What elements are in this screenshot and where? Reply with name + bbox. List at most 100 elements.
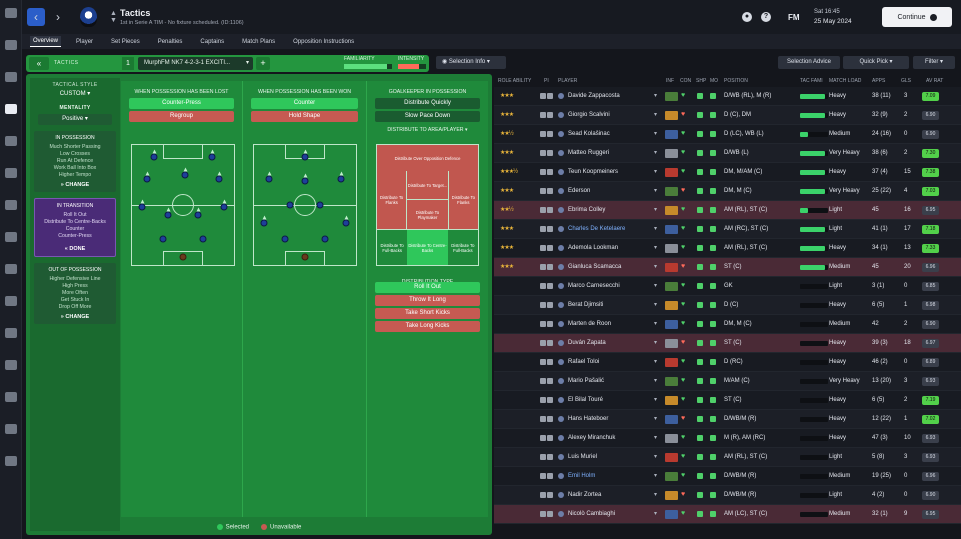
chevron-down-icon[interactable]: ▾ <box>654 302 658 308</box>
pi-icon[interactable] <box>547 112 553 118</box>
distribute-quickly-button[interactable]: Distribute Quickly <box>375 98 480 109</box>
col-player[interactable]: PLAYER <box>558 78 578 84</box>
pi-icon[interactable] <box>547 93 553 99</box>
zone-flanks-right[interactable]: Distribute To Flanks <box>447 171 478 229</box>
player-name[interactable]: Berat Djimsiti <box>568 302 604 308</box>
chevron-down-icon[interactable]: ▾ <box>654 492 658 498</box>
role-icon[interactable] <box>540 397 546 403</box>
role-icon[interactable] <box>540 131 546 137</box>
player-name[interactable]: Emil Holm <box>568 473 596 479</box>
zone-target[interactable]: Distribute To Target... <box>407 171 448 201</box>
table-row[interactable]: ★★★ Gianluca Scamacca ▾ ♥ ST (C) Medium 45 20 6.… <box>494 258 961 277</box>
counter-button[interactable]: Counter <box>251 98 358 109</box>
zone-over-defence[interactable]: Distribute Over Opposition Defence <box>377 145 478 172</box>
schedule-icon[interactable] <box>4 200 17 210</box>
role-icon[interactable] <box>540 264 546 270</box>
medical-icon[interactable] <box>4 264 17 274</box>
pi-icon[interactable] <box>547 511 553 517</box>
col-av-rat[interactable]: AV RAT <box>926 78 944 84</box>
chevron-down-icon[interactable]: ▾ <box>654 169 658 175</box>
scouting-icon[interactable] <box>4 328 17 338</box>
player-name[interactable]: Alexey Miranchuk <box>568 435 616 441</box>
club-icon[interactable] <box>4 360 17 370</box>
club-badge[interactable] <box>80 7 97 27</box>
tactic-slot-number[interactable]: 1 <box>122 57 134 70</box>
training-icon[interactable] <box>4 168 17 178</box>
continue-button[interactable]: Continue <box>882 7 952 27</box>
add-tactic-button[interactable]: + <box>256 57 270 70</box>
development-icon[interactable] <box>4 424 17 434</box>
zone-full-backs-right[interactable]: Distribute To Full-Backs <box>447 229 478 265</box>
role-icon[interactable] <box>540 454 546 460</box>
player-name[interactable]: Charles De Ketelaere <box>568 226 626 232</box>
pi-icon[interactable] <box>547 340 553 346</box>
settings-icon[interactable] <box>4 456 17 466</box>
player-name[interactable]: Teun Koopmeiners <box>568 169 619 175</box>
mentality-select[interactable]: Positive ▾ <box>38 114 112 125</box>
filter-button[interactable]: Filter ▾ <box>913 56 955 69</box>
tab-match-plans[interactable]: Match Plans <box>242 38 276 45</box>
tab-opposition-instructions[interactable]: Opposition Instructions <box>293 38 355 45</box>
quick-pick-button[interactable]: Quick Pick ▾ <box>843 56 909 69</box>
table-row[interactable]: El Bilal Touré ▾ ♥ ST (C) Heavy 6 (5) 2 7.19 <box>494 391 961 410</box>
role-icon[interactable] <box>540 112 546 118</box>
tactics-icon[interactable] <box>4 104 17 114</box>
role-icon[interactable] <box>540 378 546 384</box>
role-icon[interactable] <box>540 359 546 365</box>
col-con[interactable]: CON <box>680 78 692 84</box>
role-icon[interactable] <box>540 511 546 517</box>
table-row[interactable]: ★★½ Sead Kolašinac ▾ ♥ D (LC), WB (L) Medium 2… <box>494 125 961 144</box>
player-name[interactable]: Mario Pašalić <box>568 378 605 384</box>
in-possession-change-button[interactable]: » CHANGE <box>60 182 90 188</box>
role-icon[interactable] <box>540 473 546 479</box>
chevron-down-icon[interactable]: ▾ <box>654 340 658 346</box>
player-name[interactable]: Nadir Zortea <box>568 492 602 498</box>
role-icon[interactable] <box>540 435 546 441</box>
chevron-down-icon[interactable]: ▾ <box>654 397 658 403</box>
pi-icon[interactable] <box>547 169 553 175</box>
chevron-down-icon[interactable]: ▾ <box>654 473 658 479</box>
col-role-ability[interactable]: ROLE ABILITY <box>498 78 532 84</box>
chevron-down-icon[interactable]: ▾ <box>654 207 658 213</box>
chevron-down-icon[interactable]: ▾ <box>654 283 658 289</box>
col-match-load[interactable]: MATCH LOAD <box>829 78 862 84</box>
pi-icon[interactable] <box>547 131 553 137</box>
selection-advice-button[interactable]: Selection Advice <box>778 56 840 69</box>
player-name[interactable]: Duván Zapata <box>568 340 606 346</box>
table-row[interactable]: ★★★ Ederson ▾ ♥ DM, M (C) Very Heavy 25 (22) 4 7… <box>494 182 961 201</box>
chevron-down-icon[interactable]: ▾ <box>654 454 658 460</box>
help-icon[interactable]: ? <box>761 12 771 22</box>
selection-info-select[interactable]: ◉ Selection Info ▾ <box>436 56 506 69</box>
pi-icon[interactable] <box>547 378 553 384</box>
pi-icon[interactable] <box>547 492 553 498</box>
table-row[interactable]: Luis Muriel ▾ ♥ AM (RL), ST (C) Light 5 (8) 3 6… <box>494 448 961 467</box>
chevron-down-icon[interactable]: ▾ <box>654 93 658 99</box>
soccer-icon[interactable]: ● <box>742 12 752 22</box>
hold-shape-button[interactable]: Hold Shape <box>251 111 358 122</box>
zone-playmaker[interactable]: Distribute To Playmaker <box>407 200 448 229</box>
player-name[interactable]: Marco Carnesecchi <box>568 283 620 289</box>
chevron-down-icon[interactable]: ▾ <box>654 321 658 327</box>
team-report-icon[interactable] <box>4 136 17 146</box>
take-short-kicks-button[interactable]: Take Short Kicks <box>375 308 480 319</box>
role-icon[interactable] <box>540 302 546 308</box>
club-switch-icon[interactable]: ▲ ▼ <box>110 10 117 24</box>
inbox-icon[interactable] <box>4 40 17 50</box>
role-icon[interactable] <box>540 226 546 232</box>
role-icon[interactable] <box>540 188 546 194</box>
col-pi[interactable]: PI <box>544 78 549 84</box>
tab-penalties[interactable]: Penalties <box>157 38 183 45</box>
pi-icon[interactable] <box>547 473 553 479</box>
pi-icon[interactable] <box>547 207 553 213</box>
role-icon[interactable] <box>540 245 546 251</box>
role-icon[interactable] <box>540 207 546 213</box>
chevron-down-icon[interactable]: ▾ <box>654 435 658 441</box>
chevron-down-icon[interactable]: ▾ <box>654 264 658 270</box>
table-row[interactable]: Emil Holm ▾ ♥ D/WB/M (R) Medium 19 (25) 0 6.96 <box>494 467 961 486</box>
tab-player[interactable]: Player <box>76 38 94 45</box>
chevron-down-icon[interactable]: ▾ <box>654 511 658 517</box>
table-row[interactable]: Marco Carnesecchi ▾ ♥ GK Light 3 (1) 0 6.85 <box>494 277 961 296</box>
chevron-down-icon[interactable]: ▾ <box>654 416 658 422</box>
table-row[interactable]: ★★★ Ademola Lookman ▾ ♥ AM (RL), ST (C) Heavy… <box>494 239 961 258</box>
pi-icon[interactable] <box>547 188 553 194</box>
